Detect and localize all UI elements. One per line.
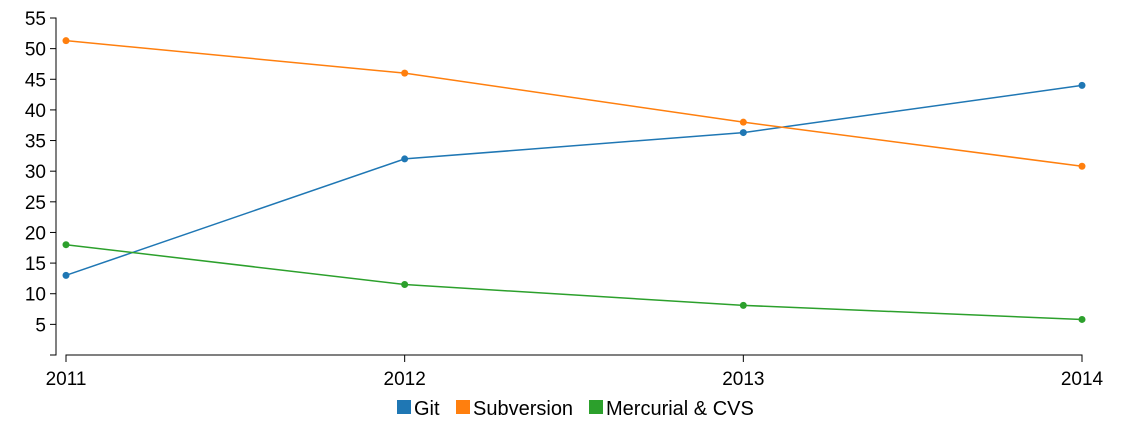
x-tick-label: 2013 [722, 369, 764, 390]
data-point[interactable] [1078, 162, 1086, 170]
x-tick-label: 2012 [384, 369, 426, 390]
y-tick-label: 30 [25, 162, 46, 183]
y-axis-line [50, 17, 57, 356]
x-axis: 2011 2012 2013 2014 [46, 354, 1104, 390]
data-point[interactable] [401, 281, 409, 289]
y-tick-label: 35 [25, 132, 46, 153]
y-tick-label: 55 [25, 9, 46, 30]
x-tick-label: 2011 [46, 369, 87, 390]
legend-label: Mercurial & CVS [606, 398, 754, 420]
y-tick-label: 5 [35, 315, 46, 336]
series-subversion [62, 37, 1086, 170]
data-point[interactable] [1078, 315, 1086, 323]
series-line [65, 243, 1083, 321]
legend-swatch [589, 400, 603, 414]
x-tick-label: 2014 [1061, 369, 1104, 390]
data-point[interactable] [739, 129, 747, 137]
legend-item[interactable]: Mercurial & CVS [589, 398, 754, 420]
data-point[interactable] [739, 118, 747, 126]
y-tick-label: 10 [25, 285, 46, 306]
y-tick-label: 45 [25, 70, 46, 91]
data-point[interactable] [62, 37, 70, 45]
y-tick-label: 20 [25, 223, 46, 244]
y-tick-label: 40 [25, 101, 46, 122]
y-tick-label: 15 [25, 254, 46, 275]
data-point[interactable] [739, 301, 747, 309]
series-git [62, 81, 1086, 279]
y-axis: 5 10 15 20 25 30 35 40 45 50 55 [25, 9, 57, 356]
series-line [65, 39, 1083, 168]
series-line [65, 84, 1083, 277]
legend-item[interactable]: Git [397, 398, 440, 420]
x-axis-line [65, 354, 1083, 362]
series-layer [62, 37, 1086, 323]
y-tick-label: 50 [25, 40, 46, 61]
legend-item[interactable]: Subversion [456, 398, 573, 420]
data-point[interactable] [401, 69, 409, 77]
legend-label: Subversion [473, 398, 573, 420]
data-point[interactable] [62, 271, 70, 279]
data-point[interactable] [1078, 81, 1086, 89]
legend-swatch [397, 400, 411, 414]
legend-swatch [456, 400, 470, 414]
data-point[interactable] [401, 155, 409, 163]
legend: Git Subversion Mercurial & CVS [397, 398, 754, 420]
legend-label: Git [414, 398, 440, 420]
series-mercurial-cvs [62, 241, 1086, 323]
data-point[interactable] [62, 241, 70, 249]
y-tick-label: 25 [25, 193, 46, 214]
